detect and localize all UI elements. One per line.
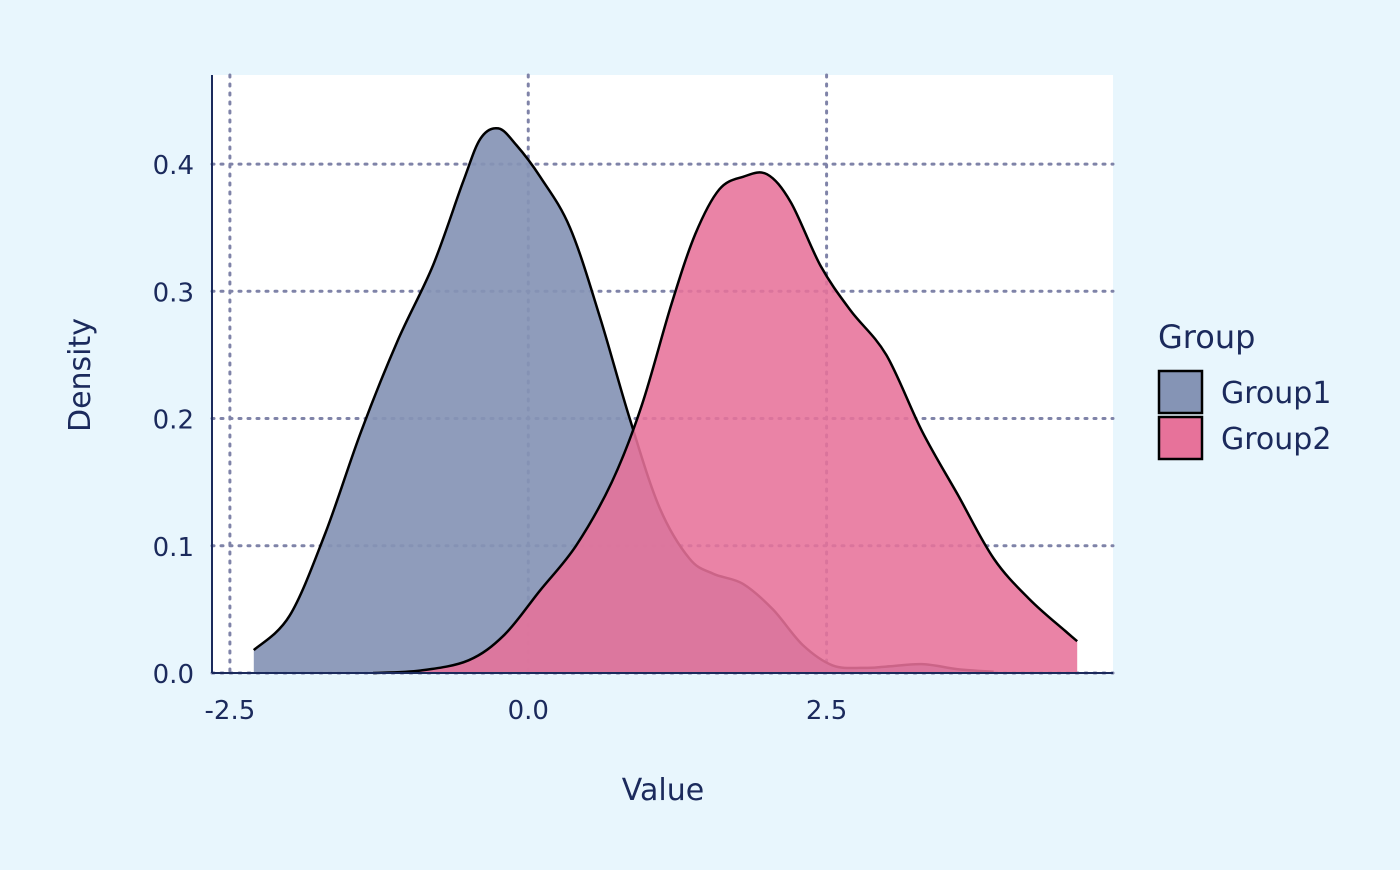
legend-item-group1: Group1 — [1157, 369, 1331, 415]
x-tick-label: 2.5 — [806, 696, 847, 726]
x-axis-title: Value — [622, 773, 704, 808]
y-tick-label: 0.4 — [153, 151, 194, 181]
legend-item-group2: Group2 — [1157, 415, 1331, 461]
y-tick-label: 0.0 — [153, 660, 194, 690]
y-tick-label: 0.2 — [153, 406, 194, 436]
legend-title: Group — [1158, 318, 1255, 356]
density-line-group2 — [373, 171, 1079, 675]
legend-label: Group1 — [1221, 376, 1331, 411]
y-tick-label: 0.1 — [153, 533, 194, 563]
legend: Group Group1 Group2 — [1157, 318, 1331, 461]
x-tick-label: 0.0 — [508, 696, 549, 726]
legend-label: Group2 — [1221, 422, 1331, 457]
y-axis-title: Density — [63, 318, 98, 432]
series-group2 — [373, 171, 1079, 675]
x-tick-label: -2.5 — [205, 696, 256, 726]
y-tick-label: 0.3 — [153, 278, 194, 308]
legend-swatch — [1157, 369, 1204, 415]
density-area-group2 — [373, 172, 1078, 674]
legend-swatch — [1157, 415, 1204, 461]
